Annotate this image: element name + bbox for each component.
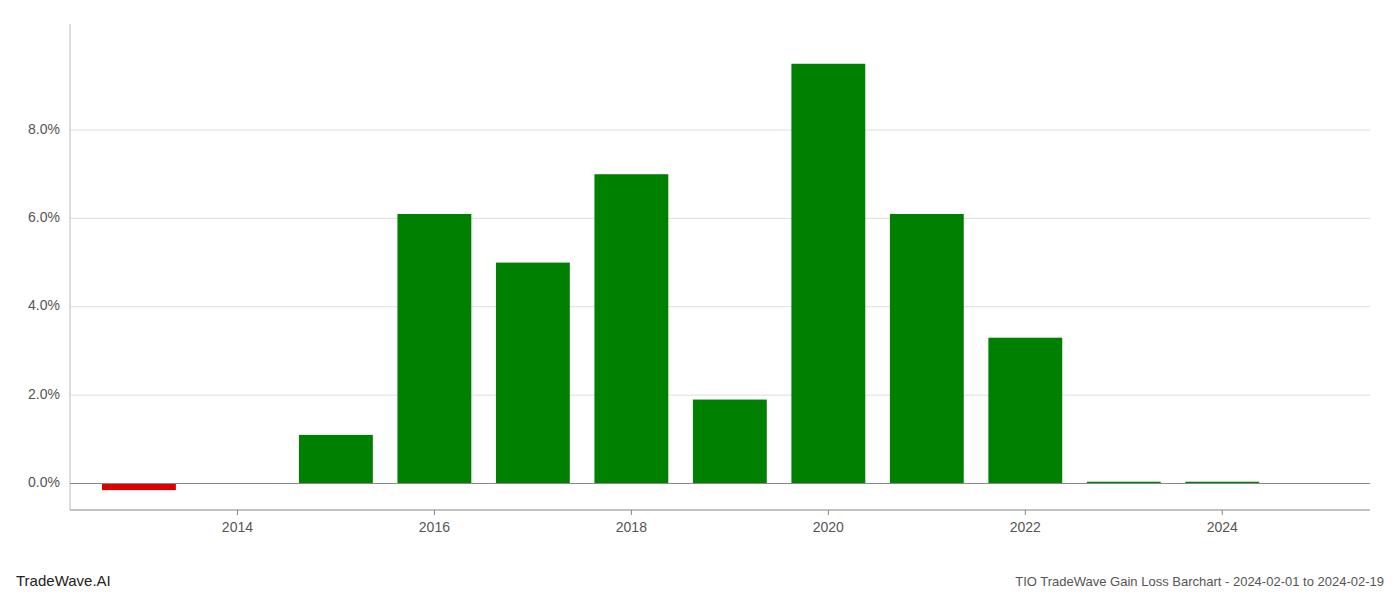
- x-tick: [631, 510, 632, 515]
- grid-line: [70, 306, 1370, 307]
- grid: [70, 130, 1370, 483]
- bar: [299, 435, 373, 484]
- y-axis: 0.0% 2.0% 4.0% 6.0% 8.0%: [28, 24, 70, 510]
- grid-line: [70, 395, 1370, 396]
- zero-line: [70, 483, 1370, 484]
- bar: [988, 338, 1062, 484]
- grid-line: [70, 483, 1370, 484]
- chart: 0.0% 2.0% 4.0% 6.0% 8.0% 2014 2016 2018 2020 2022…: [0, 0, 1400, 600]
- chart-container: 0.0% 2.0% 4.0% 6.0% 8.0% 2014 2016 2018 2020 2022…: [0, 0, 1400, 600]
- x-tick-label: 2014: [222, 519, 253, 535]
- y-tick-label: 4.0%: [28, 297, 60, 313]
- y-axis-line: [70, 24, 71, 510]
- bar: [693, 400, 767, 484]
- x-tick: [434, 510, 435, 515]
- x-tick: [828, 510, 829, 515]
- x-axis: 2014 2016 2018 2020 2022 2024: [70, 510, 1370, 535]
- y-tick-label: 6.0%: [28, 209, 60, 225]
- y-tick-label: 2.0%: [28, 386, 60, 402]
- x-axis-line: [70, 509, 1370, 510]
- bars: [102, 64, 1259, 490]
- y-tick-label: 8.0%: [28, 121, 60, 137]
- x-tick: [237, 510, 238, 515]
- x-tick-label: 2018: [616, 519, 647, 535]
- bar: [496, 263, 570, 484]
- grid-line: [70, 218, 1370, 219]
- y-tick-label: 0.0%: [28, 474, 60, 490]
- grid-line: [70, 130, 1370, 131]
- x-tick: [1025, 510, 1026, 515]
- x-tick-label: 2020: [813, 519, 844, 535]
- x-tick-label: 2024: [1207, 519, 1238, 535]
- bar: [594, 174, 668, 483]
- watermark: TradeWave.AI: [16, 572, 111, 589]
- x-tick-label: 2016: [419, 519, 450, 535]
- bar: [890, 214, 964, 484]
- bar: [397, 214, 471, 484]
- title: TIO TradeWave Gain Loss Barchart - 2024-…: [1015, 574, 1384, 589]
- bar: [102, 483, 176, 490]
- x-tick-label: 2022: [1010, 519, 1041, 535]
- bar: [791, 64, 865, 484]
- x-tick: [1222, 510, 1223, 515]
